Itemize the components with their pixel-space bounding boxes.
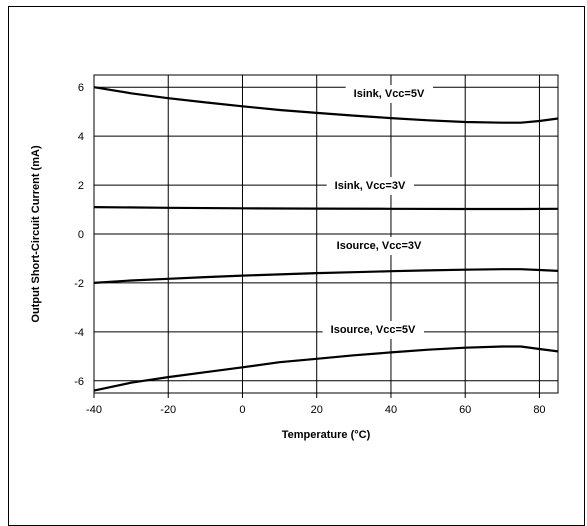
y-axis-title: Output Short-Circuit Current (mA) (30, 145, 42, 323)
series-label-background (328, 237, 431, 255)
y-tick-label: -6 (74, 376, 84, 388)
y-tick-label: 2 (78, 180, 84, 192)
x-tick-label: 60 (459, 404, 471, 416)
grid-lines (93, 75, 558, 398)
y-tick-label: 0 (78, 229, 84, 241)
series-label-2: Isink, Vcc=3V (335, 180, 406, 192)
series-line-4 (93, 345, 559, 392)
x-tick-label: -40 (86, 404, 102, 416)
x-tick-label: -20 (160, 404, 176, 416)
series-label-background (345, 85, 433, 103)
series-line-3 (93, 268, 559, 284)
series-line-1 (93, 86, 559, 124)
series-label-3: Isource, Vcc=3V (337, 240, 422, 252)
x-tick-label: 20 (311, 404, 323, 416)
y-tick-label: -2 (74, 278, 84, 290)
x-tick-labels: -40 -20 0 20 40 60 80 (86, 404, 546, 416)
x-tick-label: 0 (239, 404, 245, 416)
series-label-4: Isource, Vcc=5V (331, 324, 416, 336)
x-tick-label: 40 (385, 404, 397, 416)
series-label-background (326, 177, 414, 195)
series-line-2 (93, 206, 559, 211)
series-label-1: Isink, Vcc=5V (354, 88, 425, 100)
x-axis-title: Temperature (°C) (282, 429, 371, 441)
chart: Isink, Vcc=5V Isink, Vcc=3V Isource, Vcc=3… (30, 74, 559, 441)
y-tick-label: 6 (78, 82, 84, 94)
series-label-background (322, 321, 425, 339)
figure-frame: Isink, Vcc=5V Isink, Vcc=3V Isource, Vcc=3… (8, 6, 585, 526)
y-tick-labels: -6 -4 -2 0 2 4 6 (74, 82, 84, 388)
series-lines (93, 86, 559, 392)
plot-area-border (93, 74, 559, 394)
y-tick-label: 4 (78, 131, 84, 143)
y-tick-label: -4 (74, 327, 84, 339)
x-tick-label: 80 (533, 404, 545, 416)
series-labels: Isink, Vcc=5V Isink, Vcc=3V Isource, Vcc=3… (322, 85, 433, 339)
